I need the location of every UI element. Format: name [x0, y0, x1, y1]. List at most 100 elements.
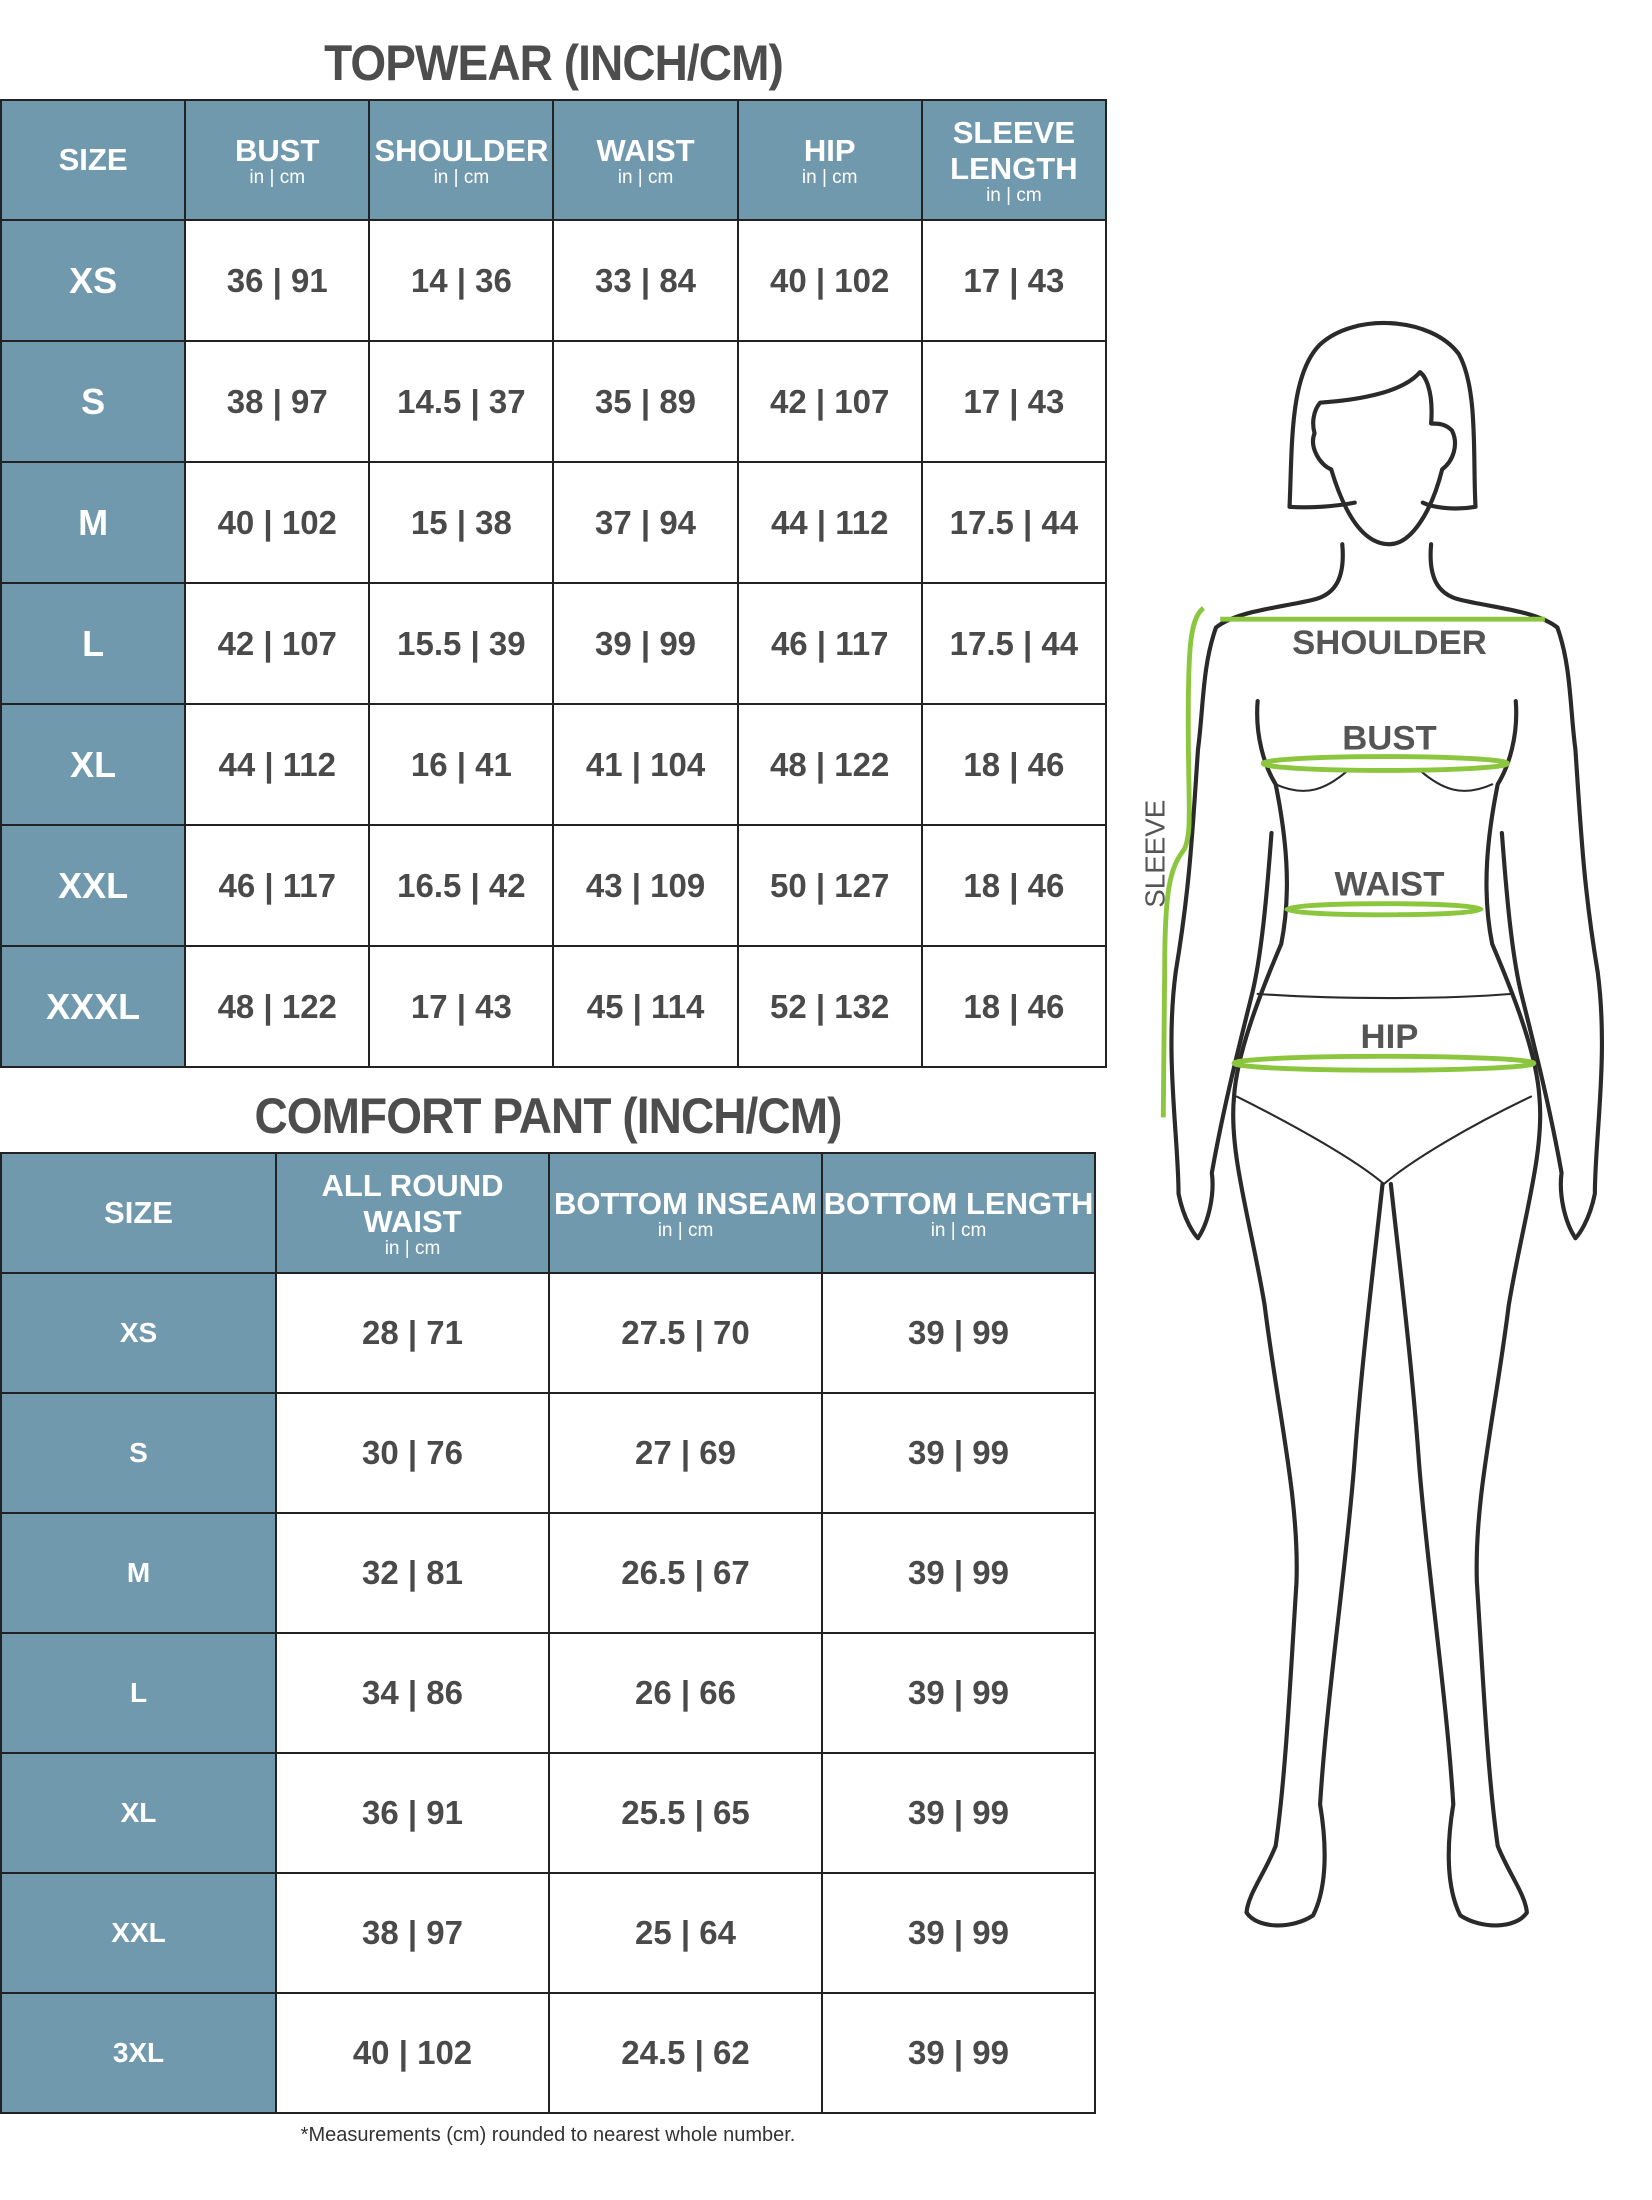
measurement-cell: 28 | 71 [275, 1272, 550, 1394]
measurement-cell: 42 | 107 [184, 582, 371, 705]
measurement-cell: 39 | 99 [821, 1632, 1096, 1754]
pant-size-table: SIZE ALL ROUND WAIST in | cm BOTTOM INSEAM i… [0, 1152, 1096, 2114]
measurement-cell: 39 | 99 [821, 1752, 1096, 1874]
measurement-cell: 52 | 132 [736, 945, 923, 1068]
column-header: SIZE [0, 1152, 277, 1274]
column-header-label: SLEEVE LENGTH [950, 115, 1078, 186]
measurement-cell: 39 | 99 [821, 1512, 1096, 1634]
table-row: XL 44 | 112 16 | 41 41 | 104 48 | 122 18 | 46 [0, 703, 1108, 826]
hair-left-edge [1287, 500, 1357, 510]
measurement-cell: 32 | 81 [275, 1512, 550, 1634]
column-header: WAIST in | cm [552, 99, 739, 221]
brief-line [1235, 1095, 1533, 1186]
measurement-cell: 18 | 46 [920, 703, 1108, 826]
measurement-cell: 46 | 117 [736, 582, 923, 705]
size-cell: XXXL [0, 945, 187, 1068]
measurement-cell: 44 | 112 [736, 461, 923, 584]
measurement-cell: 27.5 | 70 [548, 1272, 823, 1394]
body-measurement-figure: SHOULDER BUST WAIST HIP SLEEVE [1140, 320, 1605, 1928]
topwear-size-table: SIZE BUST in | cm SHOULDER in | cm WAIST in | … [0, 99, 1108, 1068]
bust-curves [1274, 769, 1494, 792]
column-header-unit: in | cm [986, 185, 1042, 206]
measurement-cell: 48 | 122 [736, 703, 923, 826]
hip-measure-line [1231, 1053, 1537, 1073]
column-header-label: BUST [235, 133, 320, 168]
measurement-cell: 40 | 102 [184, 461, 371, 584]
hip-line [1256, 992, 1513, 1000]
measurement-cell: 15 | 38 [368, 461, 555, 584]
size-cell: XS [0, 219, 187, 342]
column-header-label: BOTTOM INSEAM [554, 1186, 817, 1221]
size-cell: M [0, 1512, 277, 1634]
table-row: M 32 | 81 26.5 | 67 39 | 99 [0, 1512, 1096, 1634]
measurement-cell: 15.5 | 39 [368, 582, 555, 705]
measurement-cell: 44 | 112 [184, 703, 371, 826]
measurement-cell: 39 | 99 [821, 1392, 1096, 1514]
body-half-left [1169, 542, 1385, 1928]
measurement-cell: 17 | 43 [368, 945, 555, 1068]
column-header-unit: in | cm [249, 167, 306, 188]
column-header-label: HIP [803, 133, 856, 168]
table-row: XL 36 | 91 25.5 | 65 39 | 99 [0, 1752, 1096, 1874]
measurement-cell: 17 | 43 [920, 340, 1108, 463]
header-row: SIZE ALL ROUND WAIST in | cm BOTTOM INSEAM i… [0, 1152, 1096, 1274]
body-half-right [1388, 542, 1605, 1928]
measurement-cell: 37 | 94 [552, 461, 739, 584]
table-row: XXXL 48 | 122 17 | 43 45 | 114 52 | 132 18 | … [0, 945, 1108, 1068]
column-header-label: WAIST [596, 133, 695, 168]
measurement-cell: 14.5 | 37 [368, 340, 555, 463]
measurement-cell: 17 | 43 [920, 219, 1108, 342]
body-outline [1169, 320, 1605, 1928]
column-header: BUST in | cm [184, 99, 371, 221]
measurement-cell: 38 | 97 [275, 1872, 550, 1994]
size-cell: L [0, 582, 187, 705]
header-row: SIZE BUST in | cm SHOULDER in | cm WAIST in | … [0, 99, 1108, 221]
measurement-cell: 30 | 76 [275, 1392, 550, 1514]
column-header: BOTTOM INSEAM in | cm [548, 1152, 823, 1274]
measurement-cell: 41 | 104 [552, 703, 739, 826]
table-row: M 40 | 102 15 | 38 37 | 94 44 | 112 17.5 | 44 [0, 461, 1108, 584]
measurement-cell: 36 | 91 [275, 1752, 550, 1874]
pant-title: COMFORT PANT (INCH/CM) [254, 1088, 842, 1144]
column-header-label: SIZE [58, 142, 128, 177]
table-row: S 30 | 76 27 | 69 39 | 99 [0, 1392, 1096, 1514]
size-cell: S [0, 1392, 277, 1514]
measurement-cell: 39 | 99 [821, 1272, 1096, 1394]
measurement-cell: 48 | 122 [184, 945, 371, 1068]
measurement-cell: 26 | 66 [548, 1632, 823, 1754]
column-header-unit: in | cm [384, 1238, 441, 1259]
size-cell: S [0, 340, 187, 463]
measurement-cell: 43 | 109 [552, 824, 739, 947]
sleeve-measure-line [1160, 606, 1206, 1118]
measurement-cell: 18 | 46 [920, 945, 1108, 1068]
measurement-cell: 36 | 91 [184, 219, 371, 342]
column-header: SIZE [0, 99, 187, 221]
table-row: 3XL 40 | 102 24.5 | 62 39 | 99 [0, 1992, 1096, 2114]
column-header-label: ALL ROUND WAIST [321, 1168, 504, 1239]
measurement-cell: 40 | 102 [736, 219, 923, 342]
column-header: ALL ROUND WAIST in | cm [275, 1152, 550, 1274]
table-row: XS 36 | 91 14 | 36 33 | 84 40 | 102 17 | 43 [0, 219, 1108, 342]
measurement-cell: 16.5 | 42 [368, 824, 555, 947]
size-cell: XL [0, 703, 187, 826]
measurement-cell: 25 | 64 [548, 1872, 823, 1994]
column-header-label: SIZE [104, 1195, 173, 1230]
size-cell: XS [0, 1272, 277, 1394]
measurement-cell: 25.5 | 65 [548, 1752, 823, 1874]
measurement-cell: 33 | 84 [552, 219, 739, 342]
face-outline [1311, 370, 1457, 547]
size-cell: XXL [0, 1872, 277, 1994]
size-cell: XL [0, 1752, 277, 1874]
column-header: BOTTOM LENGTH in | cm [821, 1152, 1096, 1274]
measure-lines [1160, 606, 1545, 1118]
measurement-cell: 17.5 | 44 [920, 582, 1108, 705]
column-header: SLEEVE LENGTH in | cm [920, 99, 1108, 221]
measurement-cell: 39 | 99 [552, 582, 739, 705]
measurement-cell: 24.5 | 62 [548, 1992, 823, 2114]
measurement-cell: 17.5 | 44 [920, 461, 1108, 584]
measurement-cell: 39 | 99 [821, 1992, 1096, 2114]
measurement-cell: 35 | 89 [552, 340, 739, 463]
measurement-cell: 26.5 | 67 [548, 1512, 823, 1634]
column-header-unit: in | cm [433, 167, 490, 188]
measurement-cell: 42 | 107 [736, 340, 923, 463]
